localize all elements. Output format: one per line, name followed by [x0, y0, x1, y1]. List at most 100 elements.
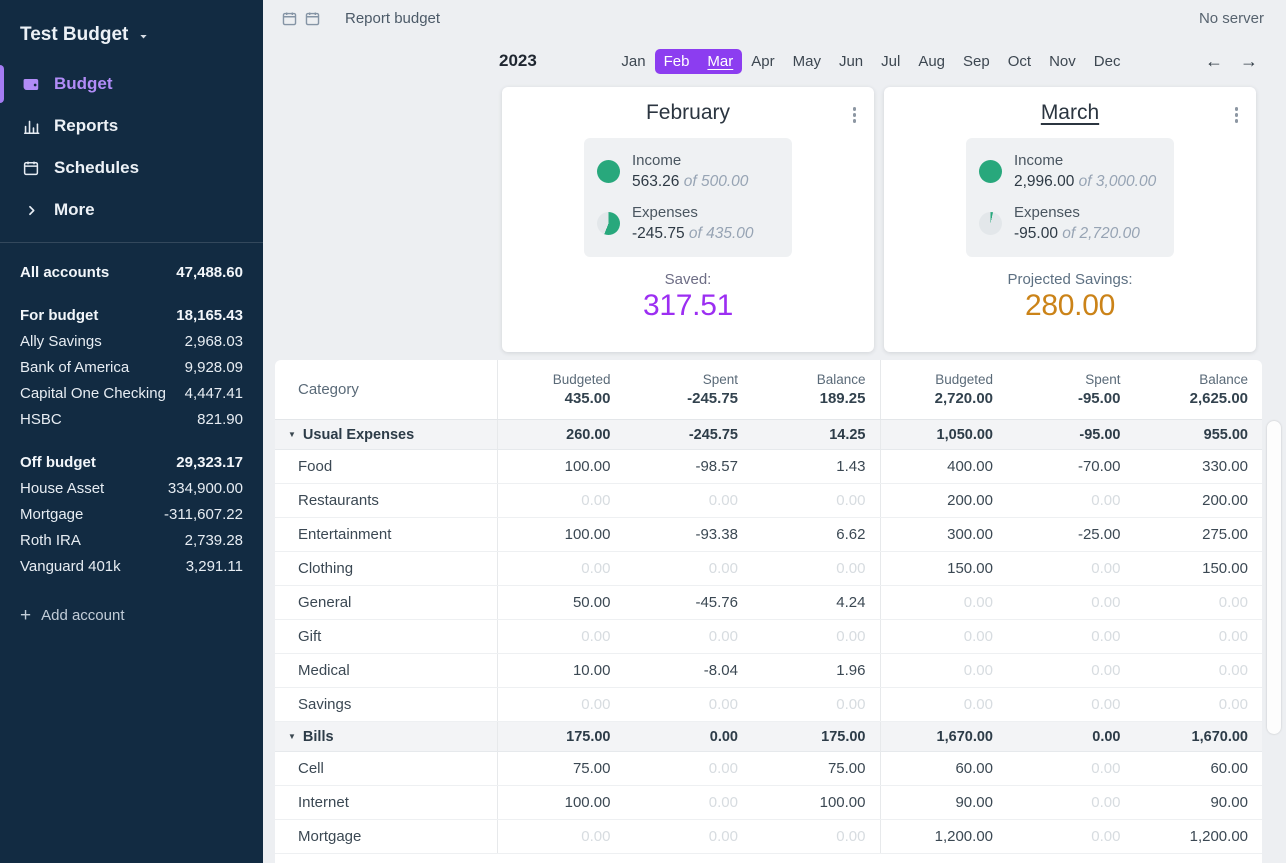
account-row[interactable]: Bank of America 9,928.09 [20, 354, 243, 380]
month-sep[interactable]: Sep [963, 52, 990, 70]
category-name[interactable]: Clothing [298, 560, 354, 577]
budget-cell[interactable]: 0.00 [708, 492, 738, 509]
month-dec[interactable]: Dec [1093, 52, 1121, 70]
budget-cell[interactable]: 175.00 [821, 728, 866, 745]
budget-cell[interactable]: 1,670.00 [1191, 728, 1248, 745]
budget-cell[interactable]: 75.00 [497, 752, 625, 785]
month-may[interactable]: May [792, 52, 821, 70]
kebab-menu-icon[interactable] [1232, 104, 1242, 126]
category-name[interactable]: Gift [298, 628, 322, 645]
budget-cell[interactable]: 0.00 [1091, 492, 1121, 509]
budget-cell[interactable]: -45.76 [695, 594, 738, 611]
budget-cell[interactable]: 90.00 [879, 786, 1008, 819]
category-name[interactable]: Mortgage [298, 828, 362, 845]
budget-cell[interactable]: 0.00 [836, 628, 866, 645]
budget-cell[interactable]: 0.00 [879, 688, 1008, 721]
budget-cell[interactable]: 0.00 [708, 828, 738, 845]
budget-cell[interactable]: 0.00 [1091, 560, 1121, 577]
budget-cell[interactable]: 200.00 [879, 484, 1008, 517]
budget-cell[interactable]: 100.00 [497, 518, 625, 551]
budget-file-menu[interactable]: Test Budget [20, 24, 263, 46]
category-name[interactable]: General [298, 594, 352, 611]
category-name[interactable]: Cell [298, 760, 324, 777]
budget-cell[interactable]: 100.00 [497, 450, 625, 483]
kebab-menu-icon[interactable] [850, 104, 860, 126]
budget-cell[interactable]: 200.00 [1202, 492, 1248, 509]
budget-cell[interactable]: 1,050.00 [879, 420, 1008, 449]
feb-budgeted-header[interactable]: Budgeted 435.00 [497, 360, 625, 419]
sidebar-item-reports[interactable]: Reports [0, 105, 263, 147]
sidebar-item-schedules[interactable]: Schedules [0, 147, 263, 189]
budget-cell[interactable]: 0.00 [708, 560, 738, 577]
budget-cell[interactable]: -25.00 [1077, 526, 1121, 543]
month-jan[interactable]: Jan [621, 52, 646, 70]
collapse-triangle-icon[interactable]: ▼ [288, 732, 296, 741]
server-status[interactable]: No server [1198, 9, 1264, 27]
budget-cell[interactable]: 0.00 [708, 628, 738, 645]
previous-month-arrow[interactable]: ← [1205, 51, 1223, 71]
account-row[interactable]: House Asset 334,900.00 [20, 475, 243, 501]
mar-budgeted-header[interactable]: Budgeted 2,720.00 [879, 360, 1008, 419]
budget-cell[interactable]: 0.00 [497, 820, 625, 853]
budget-cell[interactable]: 330.00 [1202, 458, 1248, 475]
budget-cell[interactable]: 1,670.00 [879, 722, 1008, 751]
budget-cell[interactable]: 0.00 [497, 552, 625, 585]
budget-cell[interactable]: 0.00 [1218, 594, 1248, 611]
budget-cell[interactable]: -245.75 [688, 426, 738, 443]
budget-cell[interactable]: 1,200.00 [1189, 828, 1248, 845]
budget-cell[interactable]: 0.00 [879, 620, 1008, 653]
budget-cell[interactable]: 400.00 [879, 450, 1008, 483]
budget-cell[interactable]: 1,200.00 [879, 820, 1008, 853]
category-name[interactable]: Savings [298, 696, 352, 713]
budget-cell[interactable]: 0.00 [1091, 628, 1121, 645]
budget-cell[interactable]: 14.25 [829, 426, 866, 443]
budget-cell[interactable]: 0.00 [708, 794, 738, 811]
account-row[interactable]: Ally Savings 2,968.03 [20, 328, 243, 354]
budget-cell[interactable]: 100.00 [819, 794, 866, 811]
account-group-header[interactable]: For budget 18,165.43 [20, 306, 243, 324]
month-card-title[interactable]: February [645, 101, 731, 124]
month-jun[interactable]: Jun [838, 52, 864, 70]
budget-cell[interactable]: -95.00 [1079, 426, 1121, 443]
budget-cell[interactable]: 0.00 [497, 688, 625, 721]
all-accounts-row[interactable]: All accounts 47,488.60 [20, 259, 243, 285]
month-feb[interactable]: Feb [654, 48, 699, 74]
budget-cell[interactable]: 100.00 [497, 786, 625, 819]
two-month-calendar-icon[interactable] [304, 10, 321, 27]
budget-cell[interactable]: 300.00 [879, 518, 1008, 551]
budget-cell[interactable]: 60.00 [1210, 760, 1248, 777]
budget-cell[interactable]: 0.00 [1091, 828, 1121, 845]
mar-balance-header[interactable]: Balance 2,625.00 [1189, 372, 1248, 407]
feb-balance-header[interactable]: Balance 189.25 [816, 372, 866, 407]
sidebar-item-budget[interactable]: Budget [0, 63, 263, 105]
budget-cell[interactable]: 275.00 [1202, 526, 1248, 543]
budget-cell[interactable]: 260.00 [497, 420, 625, 449]
budget-cell[interactable]: 0.00 [836, 696, 866, 713]
budget-cell[interactable]: -70.00 [1077, 458, 1121, 475]
budget-cell[interactable]: 0.00 [1218, 696, 1248, 713]
month-apr[interactable]: Apr [751, 52, 775, 70]
one-month-calendar-icon[interactable] [281, 10, 298, 27]
budget-cell[interactable]: 90.00 [1210, 794, 1248, 811]
budget-cell[interactable]: -98.57 [695, 458, 738, 475]
category-name[interactable]: Restaurants [298, 492, 379, 509]
budget-cell[interactable]: 0.00 [836, 492, 866, 509]
budget-cell[interactable]: -8.04 [703, 662, 738, 679]
budget-cell[interactable]: 0.00 [1091, 696, 1121, 713]
budget-cell[interactable]: 75.00 [827, 760, 866, 777]
budget-cell[interactable]: 0.00 [708, 696, 738, 713]
budget-cell[interactable]: 0.00 [1218, 662, 1248, 679]
budget-cell[interactable]: 0.00 [879, 586, 1008, 619]
category-name[interactable]: Food [298, 458, 333, 475]
account-row[interactable]: Capital One Checking 4,447.41 [20, 380, 243, 406]
budget-cell[interactable]: 150.00 [1202, 560, 1248, 577]
budget-cell[interactable]: 50.00 [497, 586, 625, 619]
budget-cell[interactable]: 0.00 [709, 728, 738, 745]
budget-cell[interactable]: 6.62 [836, 526, 866, 543]
feb-spent-header[interactable]: Spent -245.75 [687, 372, 738, 407]
budget-cell[interactable]: 955.00 [1203, 426, 1248, 443]
collapse-triangle-icon[interactable]: ▼ [288, 430, 296, 439]
budget-cell[interactable]: 0.00 [1091, 662, 1121, 679]
budget-cell[interactable]: 0.00 [1091, 594, 1121, 611]
budget-cell[interactable]: 1.43 [836, 458, 866, 475]
